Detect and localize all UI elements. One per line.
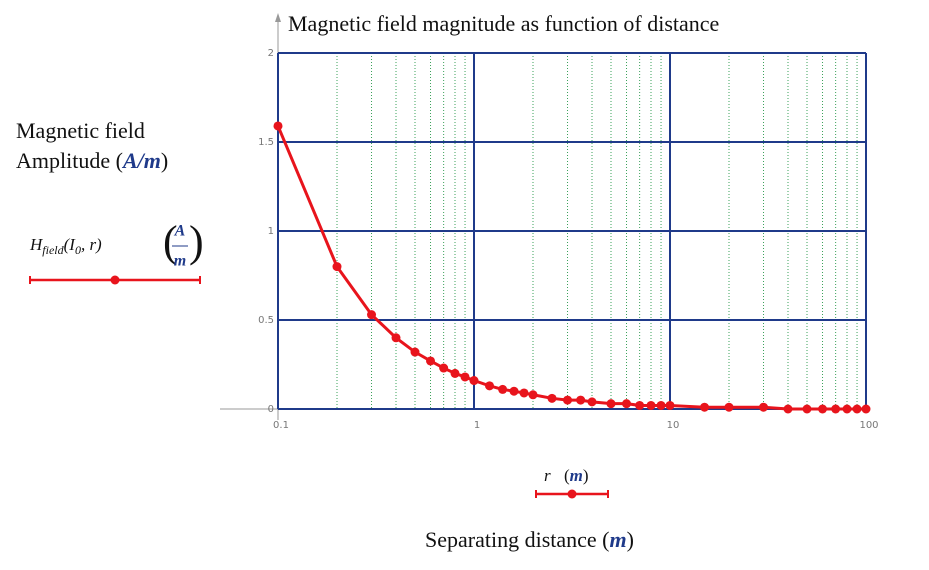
- data-point: [563, 395, 573, 405]
- x-tick-label: 100: [859, 420, 878, 431]
- data-point: [831, 404, 841, 414]
- data-point: [519, 388, 529, 398]
- data-point: [547, 393, 557, 403]
- data-point: [469, 376, 479, 386]
- y-axis-label: Amplitude (A/m): [16, 148, 168, 173]
- data-point: [426, 356, 436, 366]
- x-axis-label: Separating distance (m): [425, 527, 634, 552]
- y-tick-label: 2: [268, 48, 274, 59]
- data-point: [367, 310, 377, 320]
- bracket: ): [189, 217, 204, 266]
- y-tick-label: 1.5: [258, 137, 274, 148]
- data-point: [759, 402, 769, 412]
- data-point: [509, 386, 519, 396]
- data-point: [460, 372, 470, 382]
- data-point: [635, 400, 645, 410]
- data-point: [410, 347, 420, 357]
- y-tick-label: 1: [268, 226, 274, 237]
- data-point: [332, 262, 342, 272]
- data-point: [842, 404, 852, 414]
- x-axis-unit: m: [610, 527, 627, 552]
- legend-marker: [110, 275, 120, 285]
- legend-subscript: field: [42, 243, 64, 257]
- legend-marker: [567, 489, 577, 499]
- legend-label: Hfield(I0, r): [29, 235, 102, 257]
- data-point: [861, 404, 871, 414]
- x-legend-unit: (m): [564, 466, 589, 485]
- data-point: [783, 404, 793, 414]
- legend-args-sub: 0: [75, 243, 81, 257]
- y-axis-arrow: [275, 13, 281, 22]
- y-axis-unit: A/m: [121, 148, 161, 173]
- data-point: [576, 395, 586, 405]
- y-tick-label: 0.5: [258, 315, 274, 326]
- legend-name: H: [29, 235, 44, 254]
- y-axis-label-text: Amplitude: [16, 148, 110, 173]
- x-tick-label: 0.1: [273, 420, 289, 431]
- data-point: [587, 397, 597, 407]
- data-point: [622, 399, 632, 409]
- x-tick-label: 10: [667, 420, 680, 431]
- legend-line: [29, 275, 201, 285]
- legend-unit-den: m: [174, 253, 186, 270]
- data-point: [646, 400, 656, 410]
- data-point: [450, 368, 460, 378]
- data-point: [391, 333, 401, 343]
- data-point: [665, 400, 675, 410]
- data-point: [852, 404, 862, 414]
- data-point: [724, 402, 734, 412]
- data-point: [656, 400, 666, 410]
- y-axis-label: Magnetic field: [16, 118, 145, 143]
- data-point: [802, 404, 812, 414]
- x-axis-label-text: Separating distance: [425, 527, 597, 552]
- legend-args: , r): [81, 235, 102, 254]
- data-point: [439, 363, 449, 373]
- y-tick-label: 0: [268, 404, 274, 415]
- data-point: [700, 402, 710, 412]
- data-point: [498, 384, 508, 394]
- x-legend-unit-text: m: [570, 466, 583, 485]
- data-point: [485, 381, 495, 391]
- data-point: [818, 404, 828, 414]
- data-point: [606, 399, 616, 409]
- data-point: [273, 121, 283, 131]
- x-tick-label: 1: [474, 420, 480, 431]
- data-point: [528, 390, 538, 400]
- legend-args: (I: [64, 235, 77, 254]
- x-legend-line: [535, 489, 609, 499]
- bracket: (: [163, 217, 178, 266]
- chart-title: Magnetic field magnitude as function of …: [288, 11, 719, 36]
- x-legend-label: r: [544, 466, 551, 485]
- series-line: [276, 125, 866, 411]
- legend-unit-num: A: [174, 223, 186, 240]
